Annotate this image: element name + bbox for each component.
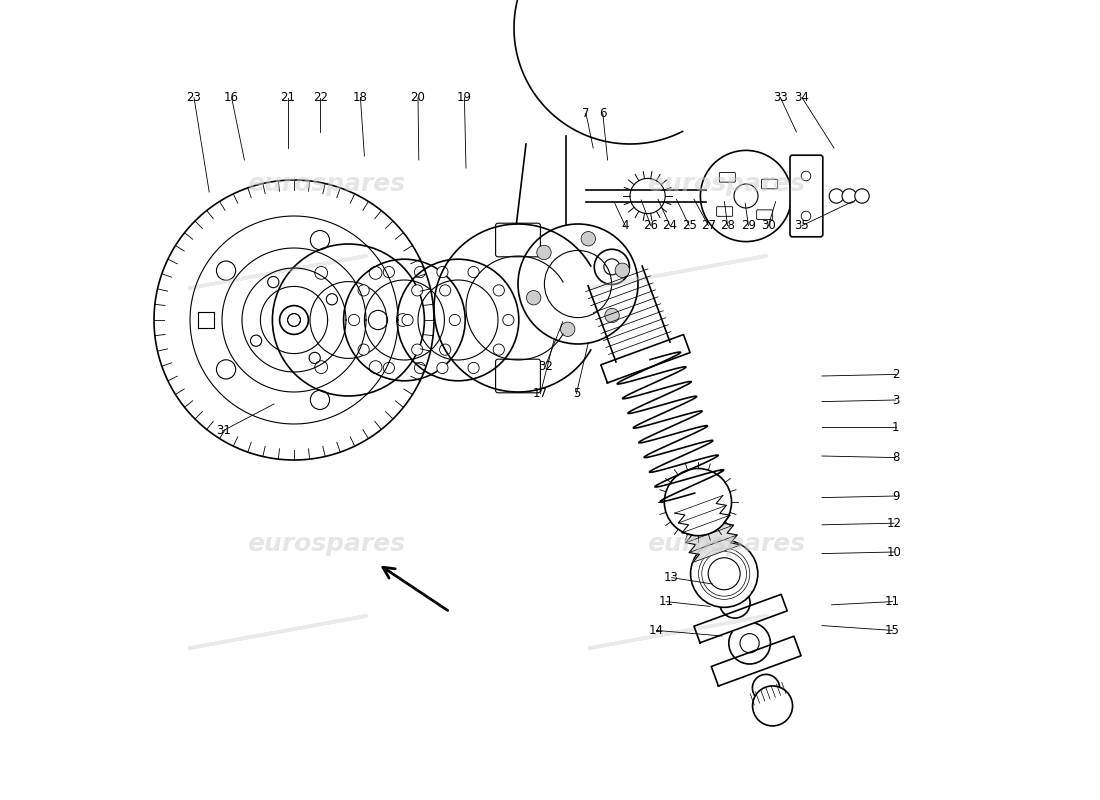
Circle shape: [829, 189, 844, 203]
Circle shape: [415, 266, 426, 278]
Circle shape: [440, 285, 451, 296]
Polygon shape: [712, 636, 801, 686]
Circle shape: [752, 686, 793, 726]
FancyBboxPatch shape: [790, 155, 823, 237]
Text: 8: 8: [892, 451, 900, 464]
Circle shape: [440, 344, 451, 355]
Text: 13: 13: [664, 571, 679, 584]
Polygon shape: [601, 334, 690, 383]
Circle shape: [581, 231, 595, 246]
Circle shape: [383, 362, 395, 374]
Text: 15: 15: [886, 624, 900, 637]
Circle shape: [561, 322, 575, 337]
Circle shape: [349, 314, 360, 326]
Text: eurospares: eurospares: [647, 532, 805, 556]
Text: 16: 16: [224, 91, 239, 104]
Text: 19: 19: [456, 91, 472, 104]
Circle shape: [842, 189, 857, 203]
Circle shape: [402, 314, 414, 326]
Text: 14: 14: [649, 624, 664, 637]
Text: eurospares: eurospares: [246, 172, 405, 196]
Text: 22: 22: [312, 91, 328, 104]
Circle shape: [729, 622, 770, 664]
Circle shape: [801, 211, 811, 221]
Polygon shape: [674, 495, 740, 562]
Circle shape: [287, 314, 300, 326]
Circle shape: [594, 250, 629, 285]
Text: 25: 25: [682, 219, 696, 232]
Circle shape: [752, 674, 780, 702]
Text: 29: 29: [741, 219, 756, 232]
Circle shape: [493, 285, 505, 296]
Text: 10: 10: [887, 546, 901, 558]
Circle shape: [383, 266, 395, 278]
Text: 7: 7: [582, 107, 590, 120]
Circle shape: [493, 344, 505, 355]
Text: 18: 18: [353, 91, 367, 104]
Circle shape: [449, 314, 461, 326]
Text: 6: 6: [600, 107, 606, 120]
Circle shape: [691, 540, 758, 607]
Text: 11: 11: [884, 595, 900, 608]
Text: 23: 23: [187, 91, 201, 104]
Text: 27: 27: [701, 219, 716, 232]
Circle shape: [468, 362, 480, 374]
Circle shape: [664, 469, 732, 536]
Text: 34: 34: [794, 91, 810, 104]
Text: 5: 5: [573, 387, 580, 400]
Text: 12: 12: [887, 517, 902, 530]
Circle shape: [719, 588, 750, 618]
FancyBboxPatch shape: [757, 210, 772, 219]
Circle shape: [527, 290, 541, 305]
Text: 3: 3: [892, 394, 900, 406]
Text: 33: 33: [773, 91, 788, 104]
Circle shape: [415, 362, 426, 374]
Text: 4: 4: [621, 219, 629, 232]
Text: 30: 30: [761, 219, 776, 232]
Text: 17: 17: [532, 387, 548, 400]
Text: 31: 31: [217, 424, 231, 437]
Text: 35: 35: [794, 219, 810, 232]
Text: 21: 21: [280, 91, 295, 104]
Circle shape: [855, 189, 869, 203]
Circle shape: [701, 150, 792, 242]
Circle shape: [358, 285, 370, 296]
Text: 9: 9: [892, 490, 900, 502]
Text: 32: 32: [538, 360, 552, 373]
FancyBboxPatch shape: [719, 173, 735, 182]
Text: 24: 24: [662, 219, 678, 232]
Text: 26: 26: [644, 219, 658, 232]
Circle shape: [358, 344, 370, 355]
Circle shape: [411, 344, 422, 355]
Circle shape: [503, 314, 514, 326]
Text: eurospares: eurospares: [246, 532, 405, 556]
Text: 1: 1: [892, 421, 900, 434]
Polygon shape: [694, 594, 788, 642]
Circle shape: [615, 263, 629, 278]
Circle shape: [411, 285, 422, 296]
Text: eurospares: eurospares: [647, 172, 805, 196]
Circle shape: [605, 308, 619, 322]
FancyBboxPatch shape: [716, 206, 733, 216]
Circle shape: [437, 362, 448, 374]
Circle shape: [468, 266, 480, 278]
Circle shape: [801, 171, 811, 181]
Text: 20: 20: [410, 91, 426, 104]
Circle shape: [537, 246, 551, 260]
FancyBboxPatch shape: [761, 179, 778, 189]
Text: 28: 28: [720, 219, 735, 232]
Text: 2: 2: [892, 368, 900, 381]
Circle shape: [437, 266, 448, 278]
Text: 11: 11: [659, 595, 673, 608]
